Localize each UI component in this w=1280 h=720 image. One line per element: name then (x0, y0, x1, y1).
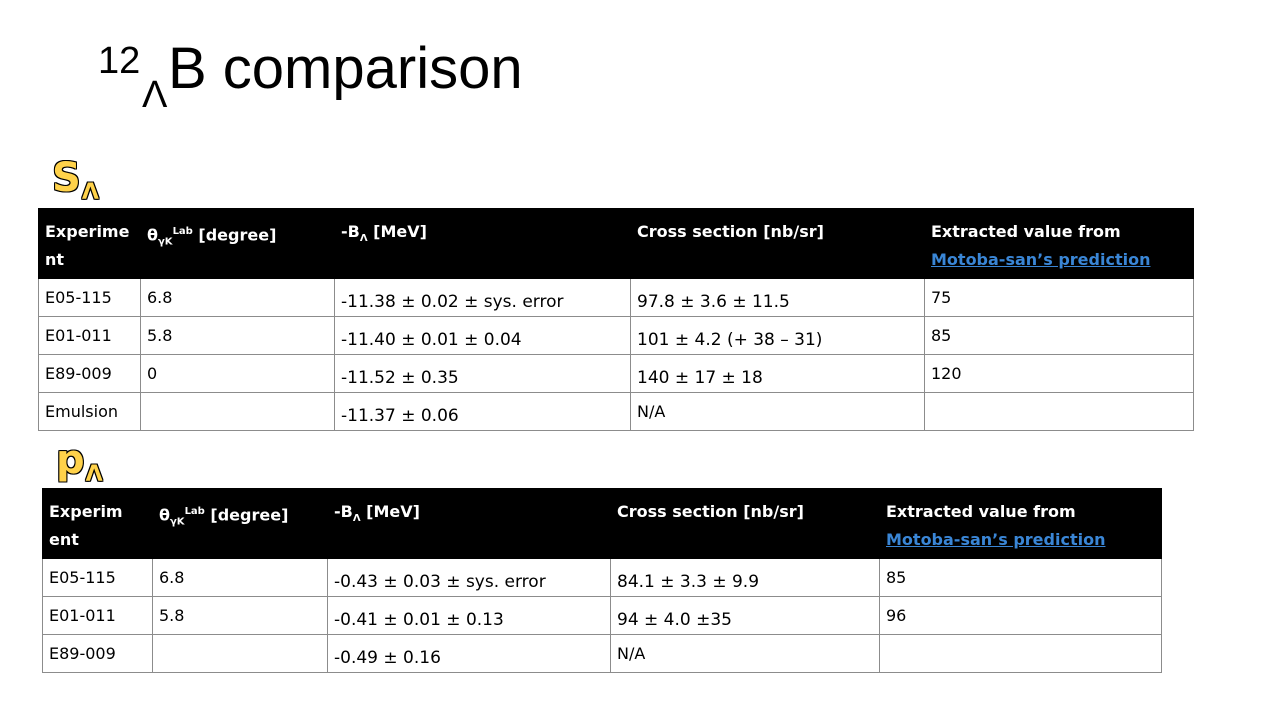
section-label-s-lambda: SΛ (52, 155, 99, 204)
table-row: E01-011 5.8 -0.41 ± 0.01 ± 0.13 94 ± 4.0… (42, 596, 1162, 635)
table-row: E89-009 0 -11.52 ± 0.35 140 ± 17 ± 18 12… (38, 354, 1194, 393)
title-superscript: 12 (98, 40, 141, 82)
cell-experiment: E05-115 (42, 558, 153, 597)
header-experiment: Experime nt (38, 208, 141, 279)
cell-cross-section: 94 ± 4.0 ±35 (610, 596, 880, 635)
cell-binding: -0.43 ± 0.03 ± sys. error (327, 558, 611, 597)
cell-extracted (879, 634, 1162, 673)
cell-extracted (924, 392, 1194, 431)
cell-extracted: 75 (924, 278, 1194, 317)
table-row: E05-115 6.8 -11.38 ± 0.02 ± sys. error 9… (38, 278, 1194, 317)
slide-title: 12 Λ B comparison (98, 36, 523, 115)
header-experiment: Experim ent (42, 488, 153, 559)
cell-cross-section: 97.8 ± 3.6 ± 11.5 (630, 278, 925, 317)
cell-cross-section: 101 ± 4.2 (+ 38 – 31) (630, 316, 925, 355)
cell-experiment: E05-115 (38, 278, 141, 317)
cell-extracted: 85 (879, 558, 1162, 597)
header-binding-energy: -BΛ [MeV] (334, 208, 631, 279)
cell-experiment: Emulsion (38, 392, 141, 431)
cell-binding: -0.49 ± 0.16 (327, 634, 611, 673)
cell-theta: 0 (140, 354, 335, 393)
header-extracted: Extracted value from Motoba-san’s predict… (879, 488, 1162, 559)
table-row: E01-011 5.8 -11.40 ± 0.01 ± 0.04 101 ± 4… (38, 316, 1194, 355)
cell-extracted: 96 (879, 596, 1162, 635)
cell-theta: 5.8 (140, 316, 335, 355)
header-theta: θγKLab [degree] (152, 488, 328, 559)
cell-extracted: 120 (924, 354, 1194, 393)
cell-binding: -11.37 ± 0.06 (334, 392, 631, 431)
cell-theta: 5.8 (152, 596, 328, 635)
cell-extracted: 85 (924, 316, 1194, 355)
cell-cross-section: 84.1 ± 3.3 ± 9.9 (610, 558, 880, 597)
p-lambda-table: Experim ent θγKLab [degree] -BΛ [MeV] Cr… (42, 488, 1162, 673)
header-cross-section: Cross section [nb/sr] (630, 208, 925, 279)
section-label-p-lambda: pΛ (56, 437, 103, 486)
table-header-row: Experim ent θγKLab [degree] -BΛ [MeV] Cr… (42, 488, 1162, 559)
header-binding-energy: -BΛ [MeV] (327, 488, 611, 559)
section-label-subscript: Λ (85, 462, 103, 487)
table-header-row: Experime nt θγKLab [degree] -BΛ [MeV] Cr… (38, 208, 1194, 279)
header-cross-section: Cross section [nb/sr] (610, 488, 880, 559)
table-row: E89-009 -0.49 ± 0.16 N/A (42, 634, 1162, 673)
motoba-prediction-link[interactable]: Motoba-san’s prediction (931, 250, 1151, 269)
header-theta: θγKLab [degree] (140, 208, 335, 279)
title-main-text: B comparison (168, 36, 523, 101)
cell-experiment: E01-011 (38, 316, 141, 355)
cell-binding: -11.38 ± 0.02 ± sys. error (334, 278, 631, 317)
title-prescripts: 12 Λ (98, 36, 167, 114)
cell-theta: 6.8 (140, 278, 335, 317)
cell-theta: 6.8 (152, 558, 328, 597)
cell-experiment: E01-011 (42, 596, 153, 635)
cell-cross-section: N/A (610, 634, 880, 673)
cell-binding: -0.41 ± 0.01 ± 0.13 (327, 596, 611, 635)
cell-theta (152, 634, 328, 673)
cell-experiment: E89-009 (38, 354, 141, 393)
cell-cross-section: 140 ± 17 ± 18 (630, 354, 925, 393)
s-lambda-table: Experime nt θγKLab [degree] -BΛ [MeV] Cr… (38, 208, 1194, 431)
cell-experiment: E89-009 (42, 634, 153, 673)
title-subscript: Λ (142, 74, 168, 116)
section-label-subscript: Λ (81, 180, 99, 205)
header-extracted: Extracted value from Motoba-san’s predict… (924, 208, 1194, 279)
cell-cross-section: N/A (630, 392, 925, 431)
cell-binding: -11.40 ± 0.01 ± 0.04 (334, 316, 631, 355)
table-row: E05-115 6.8 -0.43 ± 0.03 ± sys. error 84… (42, 558, 1162, 597)
section-label-letter: S (52, 155, 81, 201)
section-label-letter: p (56, 437, 85, 483)
cell-binding: -11.52 ± 0.35 (334, 354, 631, 393)
table-row: Emulsion -11.37 ± 0.06 N/A (38, 392, 1194, 431)
motoba-prediction-link[interactable]: Motoba-san’s prediction (886, 530, 1106, 549)
cell-theta (140, 392, 335, 431)
